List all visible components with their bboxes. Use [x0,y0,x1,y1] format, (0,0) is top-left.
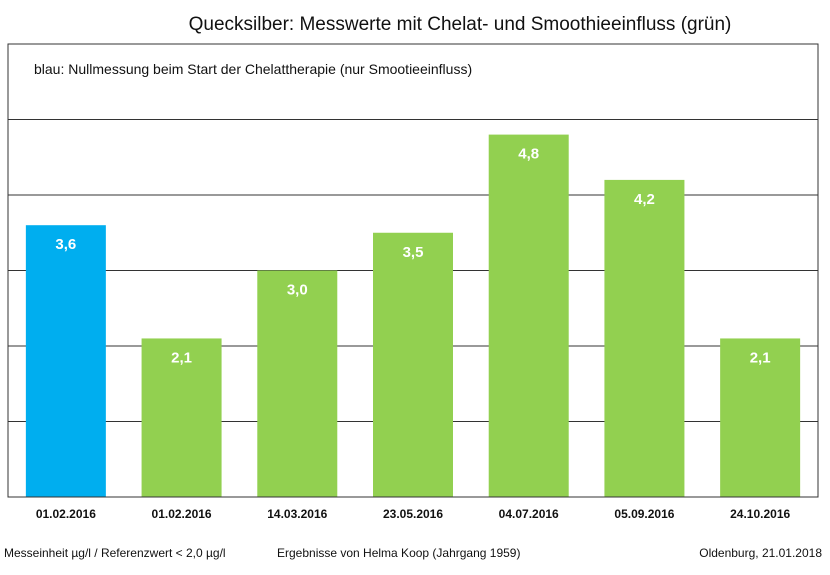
bar [141,338,222,497]
data-label: 2,1 [171,349,192,366]
data-label: 3,0 [287,282,308,299]
x-tick-label: 04.07.2016 [499,507,559,521]
footer-credit: Ergebnisse von Helma Koop (Jahrgang 1959… [277,546,521,560]
data-label: 3,6 [55,236,76,253]
data-label: 3,5 [403,244,424,261]
bar [488,134,569,497]
bar [373,232,453,497]
footer-unit-note: Messeinheit µg/l / Referenzwert < 2,0 µg… [4,546,226,560]
x-tick-label: 01.02.2016 [152,507,212,521]
bar [604,179,685,497]
plot-area-border [7,43,819,498]
bar [25,225,106,497]
bar [257,270,338,497]
x-tick-label: 23.05.2016 [383,507,443,521]
footer-place-date: Oldenburg, 21.01.2018 [699,546,822,560]
x-tick-label: 05.09.2016 [614,507,674,521]
chart-title: Quecksilber: Messwerte mit Chelat- und S… [189,14,732,35]
chart-annotation: blau: Nullmessung beim Start der Chelatt… [34,61,472,77]
data-label: 4,2 [634,191,655,208]
x-tick-label: 14.03.2016 [267,507,327,521]
bar [720,338,801,497]
x-tick-label: 01.02.2016 [36,507,96,521]
data-label: 4,8 [518,146,539,163]
data-label: 2,1 [750,349,771,366]
x-tick-label: 24.10.2016 [730,507,790,521]
